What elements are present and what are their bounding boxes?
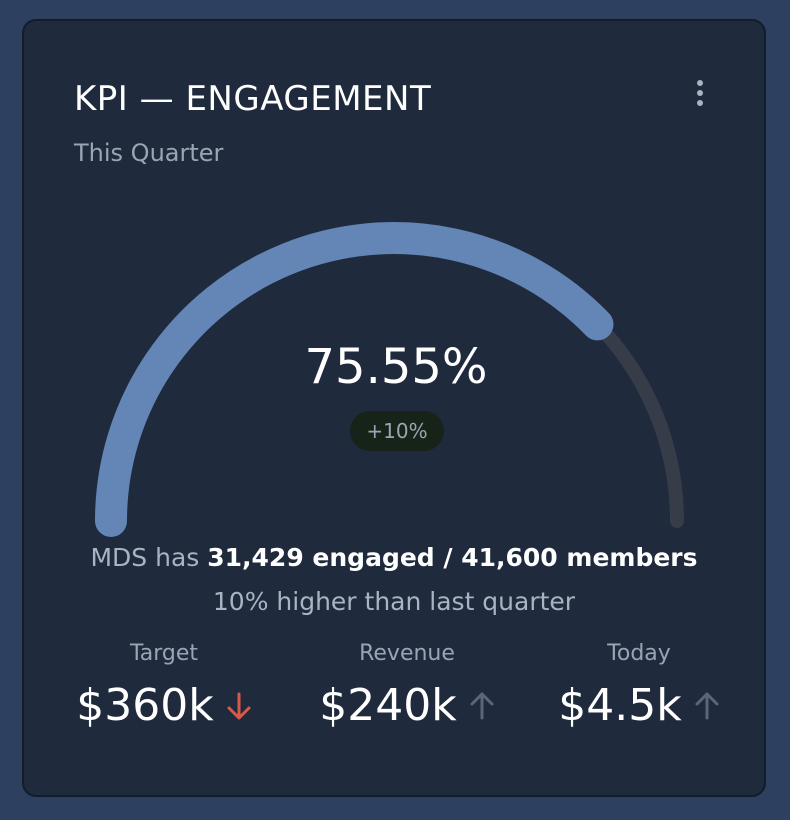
kpi-card: KPI — ENGAGEMENT This Quarter 75.55% +10… [22, 19, 766, 797]
arrow-up-icon [469, 691, 495, 721]
stat-label: Target [129, 641, 199, 666]
more-vertical-icon [697, 80, 703, 86]
arrow-down-icon [226, 691, 252, 721]
stat-target: Target $360k [49, 641, 279, 731]
arrow-up-icon [694, 691, 720, 721]
stat-value: $240k [319, 680, 457, 731]
stat-today: Today $4.5k [524, 641, 754, 731]
gauge-fill [95, 222, 614, 537]
engagement-gauge [95, 222, 684, 537]
stat-label: Today [607, 641, 671, 666]
stat-revenue: Revenue $240k [292, 641, 522, 731]
stat-value: $360k [76, 680, 214, 731]
stat-label: Revenue [359, 641, 455, 666]
summary-highlight: 31,429 engaged / 41,600 members [207, 543, 698, 572]
card-subtitle: This Quarter [74, 139, 224, 167]
delta-badge: +10% [350, 411, 444, 451]
summary-comparison: 10% higher than last quarter [212, 587, 576, 616]
more-options-button[interactable] [684, 75, 716, 111]
engagement-summary: MDS has 31,429 engaged / 41,600 members [24, 543, 764, 572]
gauge-value: 75.55% [304, 339, 488, 395]
card-title: KPI — ENGAGEMENT [74, 79, 432, 119]
summary-prefix: MDS has [90, 543, 200, 572]
stat-value: $4.5k [558, 680, 682, 731]
